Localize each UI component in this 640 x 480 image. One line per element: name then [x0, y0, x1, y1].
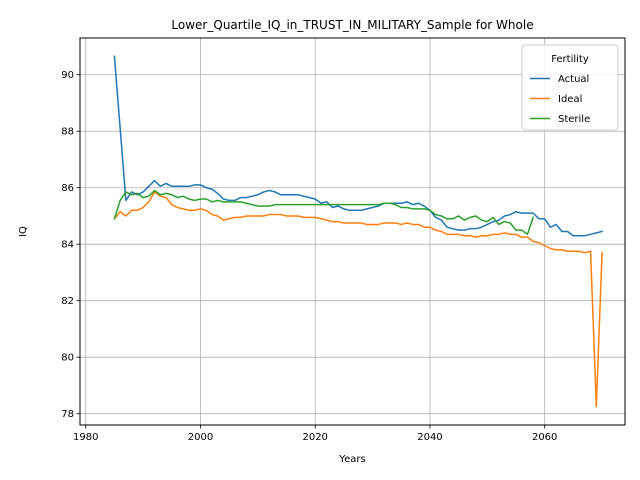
y-tick-label: 82 — [61, 296, 74, 307]
y-tick-label: 90 — [61, 70, 74, 81]
x-tick-label: 2020 — [302, 432, 327, 443]
legend-title: Fertility — [551, 54, 589, 65]
legend-label-sterile: Sterile — [558, 114, 590, 125]
series-line-actual — [113, 55, 603, 237]
y-axis: 78 80 82 84 86 88 90 — [61, 70, 80, 420]
x-tick-label: 2060 — [532, 432, 557, 443]
y-tick-label: 80 — [61, 353, 74, 364]
y-tick-label: 78 — [61, 409, 74, 420]
series-lines — [113, 55, 603, 408]
y-tick-label: 86 — [61, 183, 74, 194]
x-axis: 1980 2000 2020 2040 2060 — [73, 425, 557, 443]
series-line-sterile — [113, 189, 535, 236]
legend: Fertility Actual Ideal Sterile — [521, 44, 619, 131]
legend-label-ideal: Ideal — [558, 94, 582, 105]
chart-title: Lower_Quartile_IQ_in_TRUST_IN_MILITARY_S… — [171, 18, 533, 32]
y-tick-label: 84 — [61, 240, 74, 251]
x-tick-label: 1980 — [73, 432, 98, 443]
legend-box — [521, 44, 619, 131]
x-axis-label: Years — [338, 454, 365, 465]
y-axis-label: IQ — [18, 226, 29, 237]
x-tick-label: 2000 — [188, 432, 213, 443]
y-tick-label: 88 — [61, 127, 74, 138]
x-tick-label: 2040 — [417, 432, 442, 443]
plot-frame — [79, 37, 626, 426]
grid-lines — [80, 38, 625, 425]
series-line-ideal — [113, 191, 603, 408]
legend-label-actual: Actual — [558, 74, 589, 85]
